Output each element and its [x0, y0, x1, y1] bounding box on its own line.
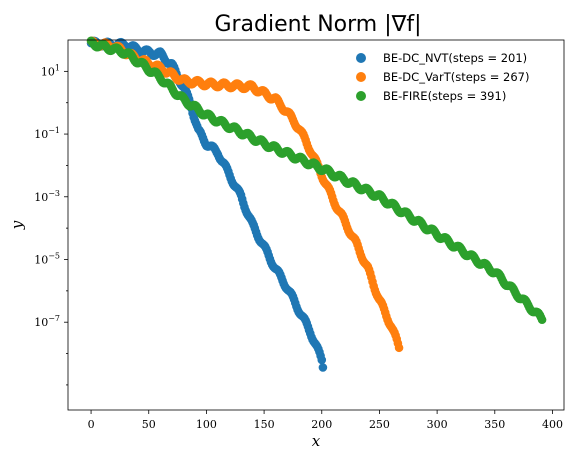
data-point — [317, 355, 327, 365]
x-tick-label: 250 — [369, 418, 390, 431]
y-axis-ticks: 101 10−1 10−3 10−5 10−7 — [34, 63, 68, 386]
legend-label: BE-FIRE(steps = 391) — [383, 89, 506, 103]
data-point — [537, 315, 547, 325]
y-tick-label: 10−1 — [34, 126, 60, 141]
data-point — [318, 363, 328, 372]
x-axis-label: x — [312, 432, 321, 450]
x-axis-ticks: 0 50 100 150 200 250 300 350 400 — [88, 410, 563, 431]
x-tick-label: 300 — [427, 418, 448, 431]
plot-area — [67, 36, 565, 411]
legend-marker — [356, 72, 366, 82]
chart-title: Gradient Norm |∇f| — [214, 12, 421, 37]
x-tick-label: 400 — [542, 418, 563, 431]
x-tick-label: 100 — [196, 418, 217, 431]
legend: BE-DC_NVT(steps = 201) BE-DC_VarT(steps =… — [356, 51, 529, 103]
x-tick-label: 0 — [88, 418, 95, 431]
legend-label: BE-DC_NVT(steps = 201) — [383, 51, 527, 65]
y-tick-label: 10−7 — [34, 314, 60, 329]
legend-label: BE-DC_VarT(steps = 267) — [383, 70, 529, 84]
x-tick-label: 350 — [484, 418, 505, 431]
y-tick-label: 10−5 — [34, 251, 60, 266]
y-tick-label: 10−3 — [34, 189, 60, 204]
y-tick-label: 101 — [41, 63, 60, 78]
data-point — [394, 343, 404, 353]
series-layer — [86, 36, 547, 372]
series-markers-2 — [86, 36, 547, 325]
x-tick-label: 50 — [142, 418, 156, 431]
axes-frame — [67, 39, 565, 411]
x-tick-label: 150 — [254, 418, 275, 431]
legend-marker — [356, 53, 366, 63]
y-axis-label: y — [8, 220, 26, 230]
x-tick-label: 200 — [311, 418, 332, 431]
legend-marker — [356, 91, 366, 101]
